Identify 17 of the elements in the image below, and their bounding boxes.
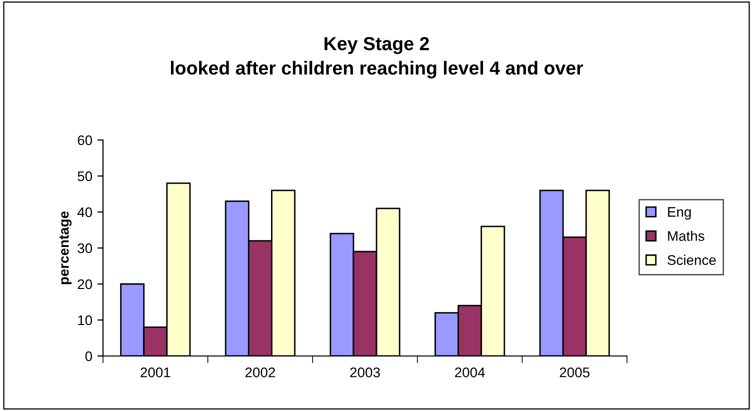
legend-label: Eng bbox=[668, 207, 691, 220]
x-tick-label: 2001 bbox=[140, 367, 170, 378]
x-tick-label: 2005 bbox=[560, 367, 590, 378]
y-tick-label: 20 bbox=[78, 279, 92, 290]
y-tick-label: 60 bbox=[78, 135, 92, 146]
x-tick-label: 2004 bbox=[455, 367, 485, 378]
y-tick-label: 50 bbox=[78, 171, 92, 182]
x-tick-label: 2003 bbox=[350, 367, 380, 378]
y-tick-label: 10 bbox=[78, 315, 92, 326]
y-tick-label: 0 bbox=[85, 351, 92, 362]
legend-label: Science bbox=[668, 254, 716, 265]
x-tick-label: 2002 bbox=[245, 367, 275, 378]
chart-title: Key Stage 2 looked after children reaching level 4 and over bbox=[170, 37, 584, 78]
y-tick-label: 30 bbox=[78, 243, 92, 254]
y-tick-label: 40 bbox=[77, 207, 92, 218]
y-axis-title: percentage bbox=[60, 211, 72, 284]
legend-label: Maths bbox=[668, 230, 704, 241]
